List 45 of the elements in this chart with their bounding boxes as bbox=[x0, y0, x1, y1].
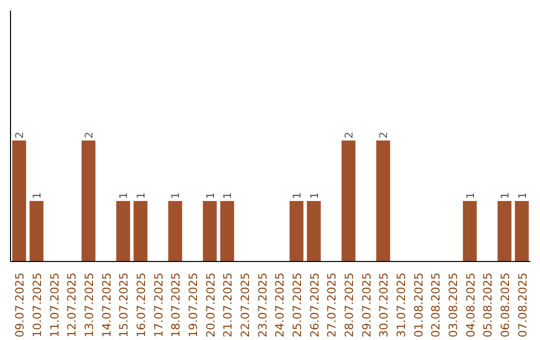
x-tick-label: 22.07.2025 bbox=[238, 272, 252, 338]
data-label: 1 bbox=[169, 192, 182, 200]
x-tick-label: 02.08.2025 bbox=[428, 272, 443, 338]
x-tick-label: 30.07.2025 bbox=[376, 272, 391, 338]
x-tick-label: 25.07.2025 bbox=[290, 272, 304, 338]
x-tick-label: 13.07.2025 bbox=[82, 272, 96, 338]
x-tick-label: 23.07.2025 bbox=[255, 272, 270, 338]
x-tick-label: 11.07.2025 bbox=[47, 272, 62, 338]
x-tick-label: 16.07.2025 bbox=[134, 272, 148, 338]
x-tick-label: 06.08.2025 bbox=[498, 272, 512, 338]
data-label: 1 bbox=[516, 192, 529, 200]
x-tick-label: 03.08.2025 bbox=[446, 272, 460, 338]
data-label: 2 bbox=[377, 132, 390, 139]
x-tick-label: 15.07.2025 bbox=[116, 272, 131, 338]
data-label: 1 bbox=[221, 192, 234, 200]
x-tick-label: 24.07.2025 bbox=[272, 272, 287, 338]
data-label: 2 bbox=[13, 132, 26, 139]
data-label: 1 bbox=[498, 192, 512, 200]
x-tick-label: 12.07.2025 bbox=[64, 272, 79, 338]
x-tick-label: 29.07.2025 bbox=[359, 272, 374, 338]
x-tick-label: 28.07.2025 bbox=[342, 272, 356, 338]
x-tick-label: 07.08.2025 bbox=[515, 272, 530, 338]
x-tick-label: 18.07.2025 bbox=[168, 272, 183, 338]
x-tick-label: 09.07.2025 bbox=[12, 272, 27, 338]
data-label: 1 bbox=[204, 192, 217, 200]
x-tick-label: 01.08.2025 bbox=[411, 272, 426, 338]
data-label: 2 bbox=[82, 132, 96, 139]
x-tick-label: 17.07.2025 bbox=[151, 272, 166, 338]
data-label: 1 bbox=[134, 192, 148, 200]
x-tick-label: 31.07.2025 bbox=[394, 272, 408, 338]
data-label: 1 bbox=[290, 192, 304, 200]
x-tick-label: 21.07.2025 bbox=[220, 272, 235, 338]
data-label: 1 bbox=[464, 192, 477, 200]
x-tick-label: 26.07.2025 bbox=[307, 272, 322, 338]
x-tick-label: 27.07.2025 bbox=[324, 272, 339, 338]
x-tick-label: 19.07.2025 bbox=[186, 272, 200, 338]
data-label: 1 bbox=[30, 192, 44, 200]
x-tick-label: 14.07.2025 bbox=[99, 272, 114, 338]
x-tick-label: 10.07.2025 bbox=[30, 272, 44, 338]
x-tick-label: 04.08.2025 bbox=[463, 272, 478, 338]
data-label: 1 bbox=[308, 192, 321, 200]
x-tick-label: 05.08.2025 bbox=[480, 272, 495, 338]
data-label: 2 bbox=[342, 132, 356, 139]
data-label: 1 bbox=[117, 192, 130, 200]
x-tick-label: 20.07.2025 bbox=[203, 272, 218, 338]
